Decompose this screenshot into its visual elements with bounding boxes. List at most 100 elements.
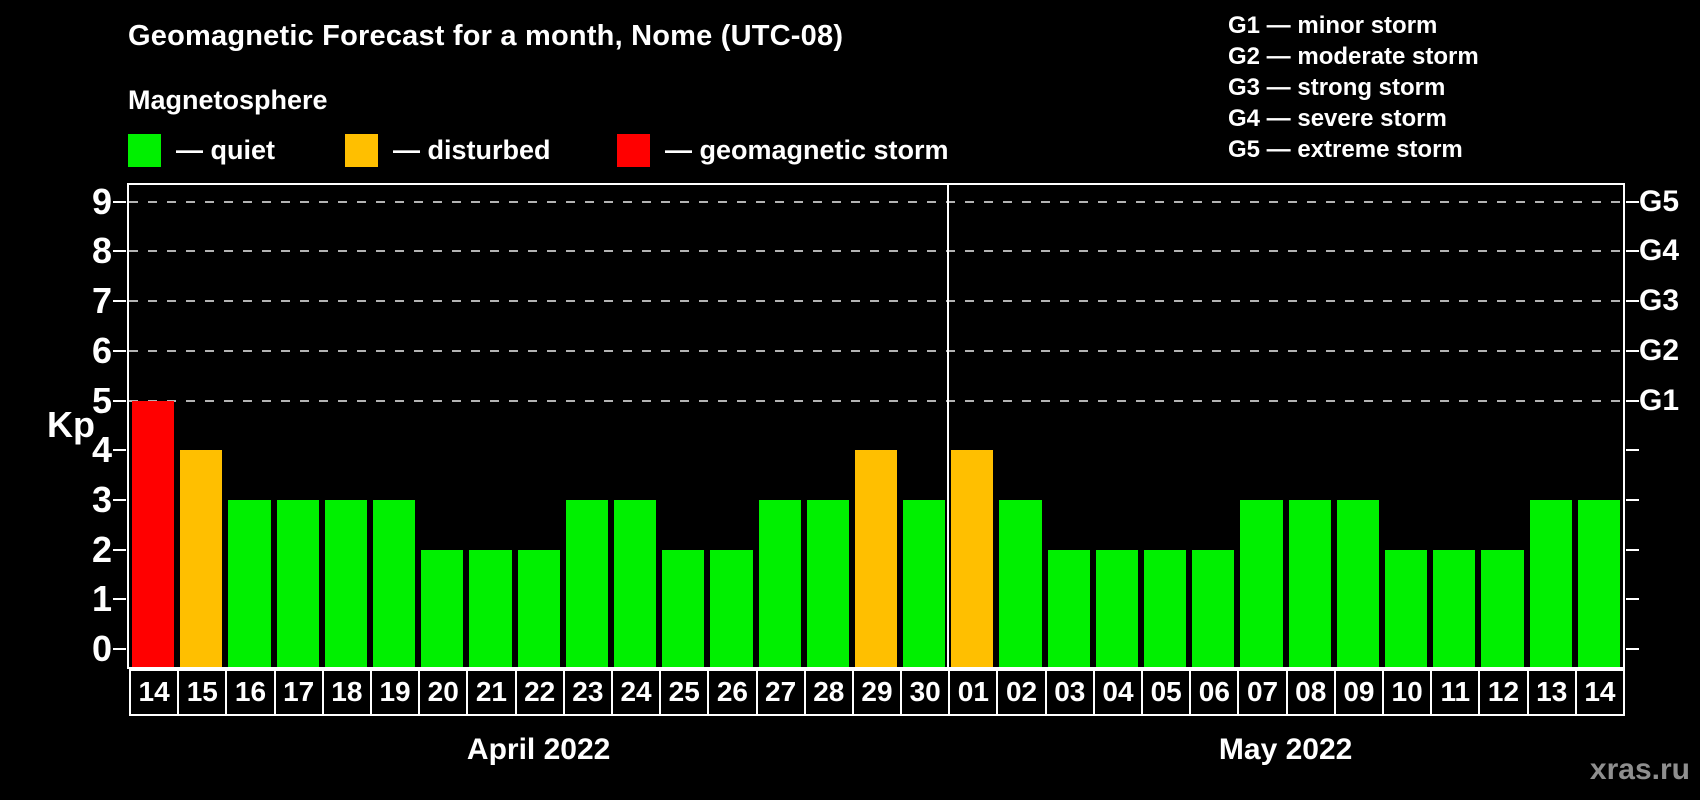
y-tick-right-7 — [1626, 300, 1639, 303]
day-label-15: 15 — [177, 669, 228, 716]
legend-label-disturbed: — disturbed — [393, 135, 551, 165]
kp-bar-29 — [854, 450, 898, 667]
day-label-26: 26 — [707, 669, 758, 716]
legend-item-disturbed: — disturbed — [345, 134, 551, 167]
gridline-kp7 — [129, 300, 1623, 303]
g5-legend-line: G5 — extreme storm — [1228, 136, 1463, 163]
day-label-19: 19 — [369, 669, 421, 716]
y-tick-label-5: 5 — [91, 379, 112, 421]
y-tick-left-6 — [113, 349, 126, 352]
storm-color-swatch — [617, 134, 650, 167]
kp-bar-02 — [999, 499, 1042, 667]
kp-bar-19 — [372, 499, 416, 667]
y-tick-left-7 — [113, 300, 126, 303]
right-axis-label-g1: G1 — [1639, 383, 1680, 417]
y-tick-left-3 — [113, 498, 126, 501]
y-tick-right-4 — [1626, 449, 1639, 452]
y-tick-label-7: 7 — [91, 280, 112, 322]
right-axis-label-g3: G3 — [1639, 284, 1680, 318]
y-tick-right-5 — [1626, 399, 1639, 402]
g3-legend-line: G3 — strong storm — [1228, 74, 1446, 101]
day-label-18: 18 — [321, 669, 372, 716]
page-title: Geomagnetic Forecast for a month, Nome (… — [128, 20, 844, 52]
y-tick-left-0 — [113, 648, 126, 650]
day-label-07: 07 — [1237, 669, 1288, 716]
legend-label-quiet: — quiet — [176, 135, 275, 165]
y-tick-label-6: 6 — [91, 329, 112, 371]
y-tick-label-2: 2 — [91, 528, 112, 570]
kp-bar-08 — [1288, 499, 1331, 667]
y-tick-left-5 — [113, 399, 126, 402]
kp-bar-18 — [324, 499, 367, 667]
day-label-10: 10 — [1382, 669, 1433, 716]
y-tick-right-2 — [1626, 548, 1639, 551]
day-label-20: 20 — [418, 669, 469, 716]
day-label-06: 06 — [1189, 669, 1240, 716]
day-label-23: 23 — [562, 669, 613, 716]
day-label-29: 29 — [851, 669, 903, 716]
kp-bar-28 — [806, 499, 849, 667]
kp-bar-30 — [903, 499, 946, 667]
legend-item-storm: — geomagnetic storm — [617, 134, 949, 167]
day-label-14: 14 — [1574, 669, 1625, 716]
day-label-27: 27 — [755, 669, 806, 716]
day-label-30: 30 — [900, 669, 951, 716]
quiet-color-swatch — [128, 134, 161, 167]
y-tick-right-1 — [1626, 598, 1639, 601]
y-tick-right-8 — [1626, 250, 1639, 253]
gridline-kp6 — [129, 349, 1623, 352]
right-axis-label-g5: G5 — [1639, 184, 1680, 218]
y-tick-label-8: 8 — [91, 230, 112, 272]
kp-bar-03 — [1047, 549, 1090, 667]
day-label-14: 14 — [129, 669, 180, 716]
month-divider — [947, 185, 950, 667]
kp-bar-25 — [662, 549, 705, 667]
day-label-09: 09 — [1333, 669, 1385, 716]
g-scale-legend: G1 — minor storm G2 — moderate storm G3 … — [1228, 10, 1479, 165]
day-label-08: 08 — [1285, 669, 1336, 716]
y-tick-label-9: 9 — [91, 180, 112, 222]
right-axis-g-labels: G1 G2 G3 G4 G5 — [1639, 185, 1699, 667]
y-axis-title: Kp — [47, 404, 95, 445]
month-label-april: April 2022 — [466, 733, 611, 766]
day-label-13: 13 — [1526, 669, 1577, 716]
kp-bar-27 — [758, 499, 801, 667]
kp-bar-07 — [1240, 499, 1283, 667]
right-axis-label-g4: G4 — [1639, 234, 1680, 268]
day-label-row: 14 15 16 17 18 19 20 21 22 23 24 25 26 27 28 29 30 01 02 03… — [129, 669, 1625, 716]
gridline-kp8 — [129, 250, 1623, 253]
legend-item-quiet: — quiet — [128, 134, 275, 167]
kp-bar-05 — [1144, 549, 1187, 667]
day-label-12: 12 — [1478, 669, 1529, 716]
y-tick-right-6 — [1626, 349, 1639, 352]
kp-bar-11 — [1433, 549, 1476, 667]
day-label-21: 21 — [466, 669, 517, 716]
kp-bar-04 — [1095, 549, 1139, 667]
right-axis-label-g2: G2 — [1639, 333, 1680, 367]
gridline-kp5 — [129, 399, 1623, 402]
y-tick-left-1 — [113, 598, 126, 601]
day-label-25: 25 — [659, 669, 710, 716]
y-axis-tick-labels: 0 1 2 3 4 5 6 7 8 9 — [20, 181, 112, 669]
kp-bar-14 — [132, 400, 175, 667]
y-tick-label-0: 0 — [91, 628, 112, 669]
kp-bar-17 — [276, 499, 319, 667]
y-tick-left-8 — [113, 250, 126, 253]
y-tick-right-9 — [1626, 200, 1639, 203]
g4-legend-line: G4 — severe storm — [1228, 105, 1447, 132]
g1-legend-line: G1 — minor storm — [1228, 12, 1438, 39]
day-label-05: 05 — [1141, 669, 1192, 716]
day-label-24: 24 — [610, 669, 662, 716]
y-tick-left-9 — [113, 200, 126, 203]
day-label-11: 11 — [1430, 669, 1481, 716]
day-label-03: 03 — [1044, 669, 1095, 716]
kp-bar-09 — [1336, 499, 1380, 667]
y-tick-left-4 — [113, 449, 126, 452]
kp-bar-06 — [1192, 549, 1235, 667]
kp-bar-12 — [1481, 549, 1524, 667]
day-label-22: 22 — [514, 669, 565, 716]
kp-bar-14 — [1577, 499, 1620, 667]
month-label-may: May 2022 — [1218, 733, 1353, 766]
magnetosphere-label: Magnetosphere — [128, 85, 328, 115]
kp-bar-20 — [421, 549, 464, 667]
